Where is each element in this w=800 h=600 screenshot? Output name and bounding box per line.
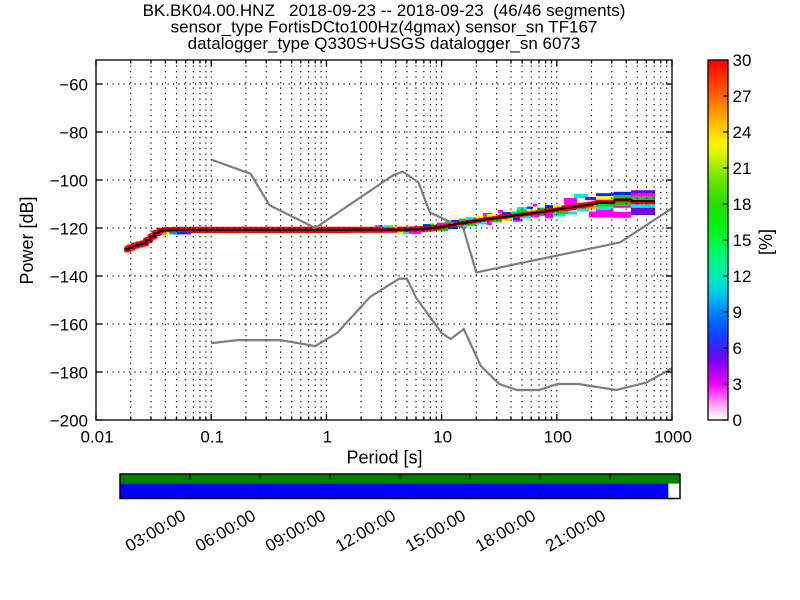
svg-text:6: 6: [733, 339, 742, 358]
svg-text:[%]: [%]: [756, 229, 776, 255]
svg-text:9: 9: [733, 303, 742, 322]
svg-text:1: 1: [323, 428, 332, 447]
svg-text:BK.BK04.00.HNZ 2018-09-23 --: BK.BK04.00.HNZ 2018-09-23 -- 2018-09-23 …: [143, 1, 626, 20]
svg-text:−180: −180: [50, 364, 88, 383]
svg-text:0: 0: [733, 411, 742, 430]
svg-text:21: 21: [733, 159, 752, 178]
svg-text:18: 18: [733, 195, 752, 214]
svg-text:Power [dB]: Power [dB]: [17, 196, 37, 284]
svg-text:−160: −160: [50, 316, 88, 335]
svg-text:0.1: 0.1: [200, 428, 224, 447]
svg-text:10: 10: [433, 428, 452, 447]
svg-text:0.01: 0.01: [80, 428, 113, 447]
svg-text:3: 3: [733, 375, 742, 394]
svg-text:−120: −120: [50, 220, 88, 239]
svg-text:sensor_type FortisDCto100Hz(4g: sensor_type FortisDCto100Hz(4gmax) senso…: [171, 18, 598, 37]
svg-text:−200: −200: [50, 412, 88, 431]
svg-text:12: 12: [733, 267, 752, 286]
svg-text:27: 27: [733, 87, 752, 106]
svg-text:−140: −140: [50, 268, 88, 287]
svg-text:datalogger_type Q330S+USGS dat: datalogger_type Q330S+USGS datalogger_sn…: [188, 34, 581, 53]
svg-text:−100: −100: [50, 172, 88, 191]
svg-text:−60: −60: [59, 76, 88, 95]
svg-text:24: 24: [733, 123, 752, 142]
svg-text:Period [s]: Period [s]: [346, 448, 422, 468]
svg-text:15: 15: [733, 231, 752, 250]
svg-text:−80: −80: [59, 124, 88, 143]
svg-text:100: 100: [544, 428, 572, 447]
svg-text:30: 30: [733, 51, 752, 70]
svg-text:1000: 1000: [654, 428, 692, 447]
